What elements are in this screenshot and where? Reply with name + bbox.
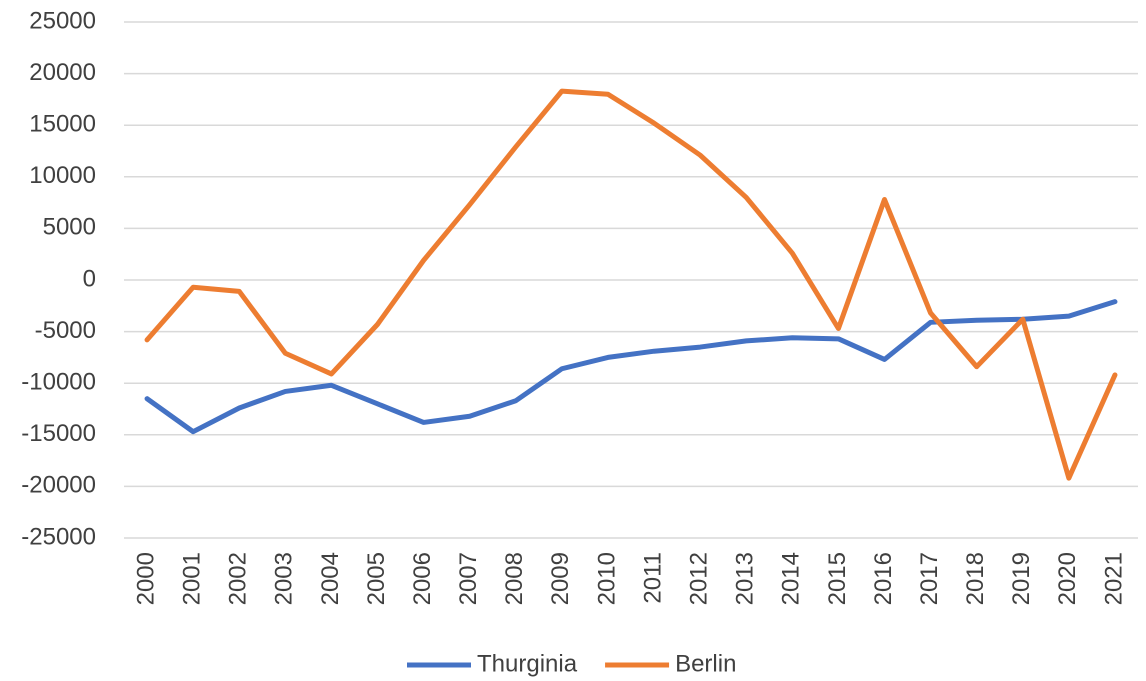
x-tick-label: 2021 [1100, 552, 1127, 605]
x-tick-label: 2002 [225, 552, 252, 605]
x-tick-label: 2000 [132, 552, 159, 605]
series-line [144, 299, 1118, 435]
x-tick-label: 2006 [409, 552, 436, 605]
legend-label: Berlin [675, 650, 736, 677]
x-tick-label: 2009 [547, 552, 574, 605]
x-tick-label: 2008 [501, 552, 528, 605]
x-tick-label: 2010 [593, 552, 620, 605]
x-tick-label: 2001 [178, 552, 205, 605]
y-tick-label: 20000 [29, 59, 96, 86]
series-line [144, 88, 1118, 481]
x-tick-label: 2012 [685, 552, 712, 605]
x-tick-label: 2011 [639, 552, 666, 604]
y-tick-label: -5000 [35, 317, 96, 344]
y-tick-label: 15000 [29, 111, 96, 138]
x-tick-label: 2015 [824, 552, 851, 605]
y-tick-label: 25000 [29, 7, 96, 34]
y-tick-label: -10000 [21, 369, 96, 396]
x-tick-label: 2007 [455, 552, 482, 605]
legend-label: Thurginia [477, 650, 578, 677]
y-tick-label: -15000 [21, 420, 96, 447]
x-tick-label: 2014 [778, 552, 805, 605]
y-tick-label: 10000 [29, 162, 96, 189]
x-tick-label: 2004 [317, 552, 344, 605]
x-tick-label: 2016 [870, 552, 897, 605]
x-tick-label: 2018 [962, 552, 989, 605]
x-tick-label: 2003 [271, 552, 298, 605]
x-tick-label: 2005 [363, 552, 390, 605]
y-tick-label: -20000 [21, 472, 96, 499]
y-tick-label: 5000 [43, 214, 96, 241]
x-tick-label: 2019 [1008, 552, 1035, 605]
y-tick-label: 0 [83, 265, 96, 292]
x-tick-label: 2020 [1054, 552, 1081, 605]
y-tick-label: -25000 [21, 523, 96, 550]
x-tick-label: 2017 [916, 552, 943, 605]
x-tick-label: 2013 [732, 552, 759, 605]
